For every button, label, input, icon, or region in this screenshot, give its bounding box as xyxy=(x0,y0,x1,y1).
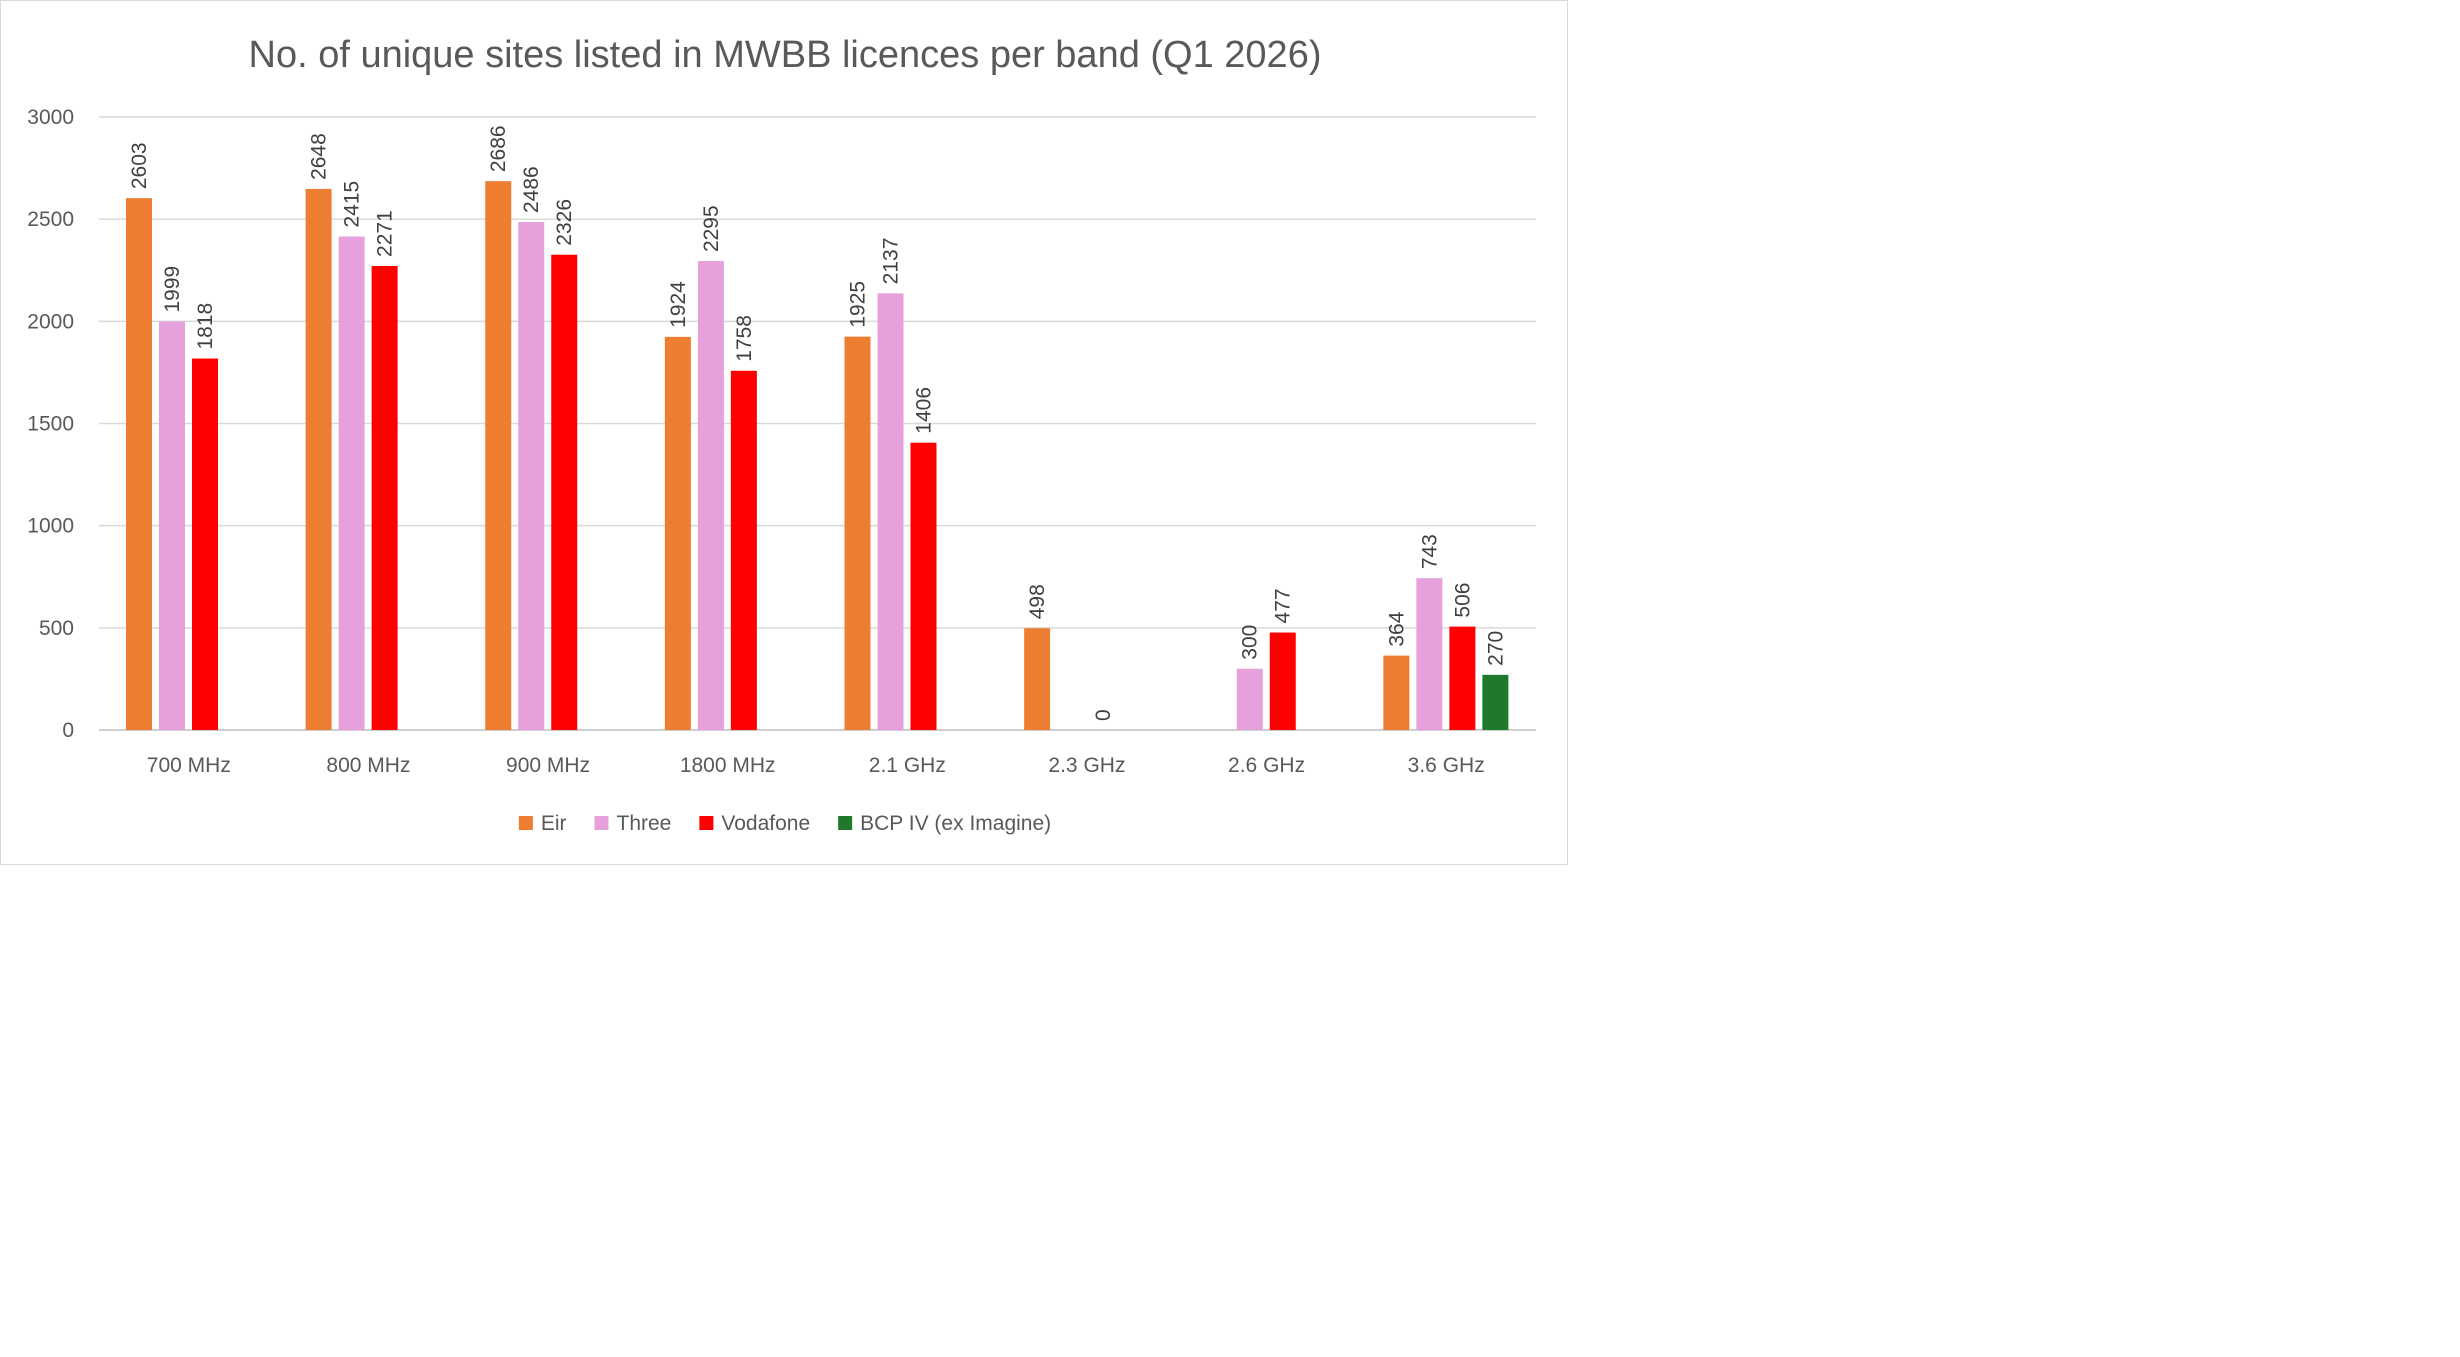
y-tick-label: 1000 xyxy=(27,515,74,538)
legend-item-eir: Eir xyxy=(518,812,567,835)
data-label: 2686 xyxy=(487,125,510,172)
bar-chart: No. of unique sites listed in MWBB licen… xyxy=(27,34,1536,835)
data-label: 506 xyxy=(1451,583,1474,618)
data-label: 2415 xyxy=(341,181,364,228)
bar-eir xyxy=(664,336,691,730)
bar-three xyxy=(877,293,904,730)
data-label: 743 xyxy=(1418,534,1441,569)
x-axis-tick-labels: 700 MHz 800 MHz 900 MHz 1800 MHz 2.1 GHz 2.3 … xyxy=(147,754,1485,777)
bar-three xyxy=(697,261,724,730)
data-label: 2271 xyxy=(374,210,397,257)
y-tick-label: 2500 xyxy=(27,208,74,231)
x-tick-label: 2.1 GHz xyxy=(869,754,946,777)
x-tick-label: 800 MHz xyxy=(326,754,410,777)
data-labels: 2603 1999 1818 2648 2415 2271 2686 2486 2326 1924… xyxy=(128,125,1507,721)
data-label: 364 xyxy=(1385,611,1408,646)
gridlines xyxy=(99,116,1536,731)
legend: Eir Three Vodafone BCP IV (ex Imagine) xyxy=(518,812,1051,835)
bar-eir xyxy=(844,336,871,730)
data-label: 2295 xyxy=(700,205,723,252)
x-tick-label: 2.6 GHz xyxy=(1228,754,1305,777)
legend-swatch xyxy=(518,816,533,830)
bar-vodafone xyxy=(730,370,757,730)
x-tick-label: 2.3 GHz xyxy=(1048,754,1125,777)
legend-swatch xyxy=(594,816,609,830)
chart-frame: No. of unique sites listed in MWBB licen… xyxy=(0,0,1568,865)
legend-item-three: Three xyxy=(594,812,672,835)
bar-vodafone xyxy=(192,358,218,730)
bar-three xyxy=(338,236,365,730)
bar-three xyxy=(1416,578,1443,730)
bar-three xyxy=(1236,668,1263,730)
data-label: 1999 xyxy=(161,266,184,313)
data-label: 498 xyxy=(1026,584,1049,619)
legend-label: Three xyxy=(617,812,672,835)
bar-vodafone xyxy=(910,442,937,730)
bar-three xyxy=(159,321,185,730)
bars xyxy=(126,181,1509,731)
bar-bcp-iv-ex-imagine xyxy=(1482,674,1509,730)
legend-label: Eir xyxy=(541,812,567,835)
x-tick-label: 900 MHz xyxy=(506,754,590,777)
data-label: 1925 xyxy=(847,281,870,328)
bar-vodafone xyxy=(1269,632,1296,730)
y-tick-label: 1500 xyxy=(27,413,74,436)
legend-swatch xyxy=(699,816,714,830)
data-label: 2486 xyxy=(520,166,543,213)
legend-item-bcp-iv-ex-imagine: BCP IV (ex Imagine) xyxy=(838,812,1051,835)
data-label: 2648 xyxy=(308,133,331,180)
bar-eir xyxy=(1024,628,1051,730)
legend-label: BCP IV (ex Imagine) xyxy=(860,812,1051,835)
y-axis-tick-labels: 0 500 1000 1500 2000 2500 3000 xyxy=(27,106,74,742)
bar-vodafone xyxy=(1449,626,1476,730)
data-label: 270 xyxy=(1484,631,1507,666)
legend-label: Vodafone xyxy=(721,812,810,835)
bar-eir xyxy=(126,198,152,730)
data-label: 300 xyxy=(1239,625,1262,660)
chart-title: No. of unique sites listed in MWBB licen… xyxy=(249,34,1322,76)
bar-vodafone xyxy=(551,254,578,730)
bar-eir xyxy=(1383,655,1410,730)
bar-eir xyxy=(305,188,332,730)
data-label: 2603 xyxy=(128,142,151,189)
data-label: 1924 xyxy=(667,281,690,328)
data-label: 0 xyxy=(1092,709,1115,721)
y-tick-label: 0 xyxy=(62,719,74,742)
legend-swatch xyxy=(838,816,853,830)
bar-eir xyxy=(485,181,512,731)
data-label: 1818 xyxy=(194,303,217,350)
bar-three xyxy=(518,222,545,730)
x-tick-label: 700 MHz xyxy=(147,754,231,777)
y-tick-label: 500 xyxy=(39,617,74,640)
bar-vodafone xyxy=(371,265,398,730)
data-label: 1406 xyxy=(913,387,936,434)
data-label: 1758 xyxy=(733,315,756,362)
data-label: 2137 xyxy=(880,238,903,285)
y-tick-label: 3000 xyxy=(27,106,74,129)
legend-item-vodafone: Vodafone xyxy=(699,812,810,835)
x-tick-label: 1800 MHz xyxy=(680,754,776,777)
data-label: 477 xyxy=(1272,588,1295,623)
data-label: 2326 xyxy=(553,199,576,246)
y-tick-label: 2000 xyxy=(27,310,74,333)
x-tick-label: 3.6 GHz xyxy=(1408,754,1485,777)
